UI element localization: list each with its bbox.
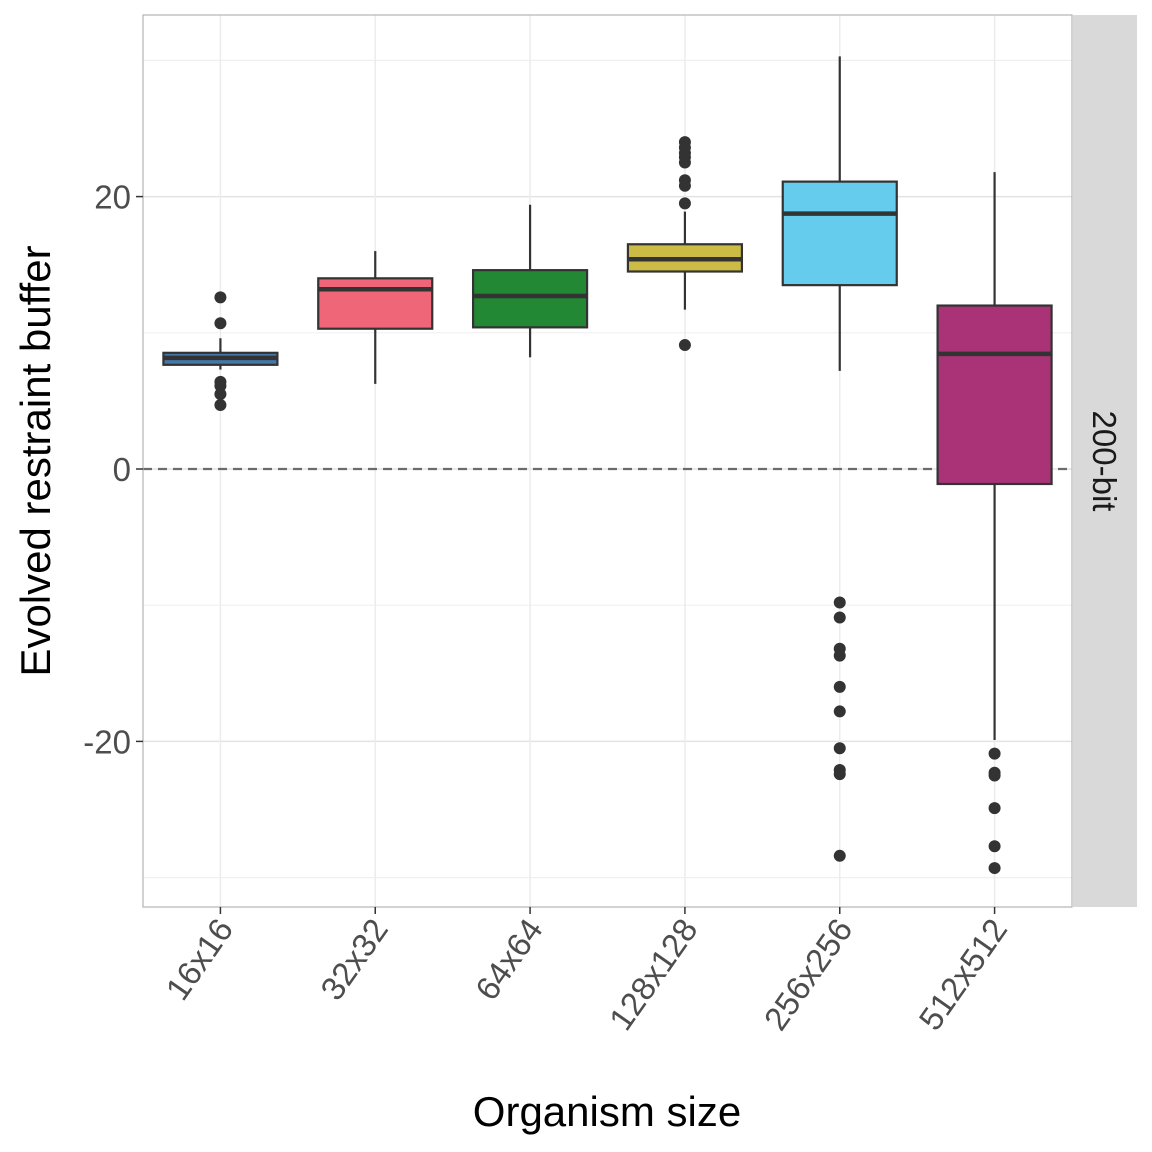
box-16x16	[162, 291, 279, 411]
y-tick-label: 0	[113, 451, 131, 488]
outlier-point	[678, 179, 691, 192]
x-tick-label: 128x128	[602, 912, 705, 1037]
outlier-point	[214, 398, 227, 411]
outlier-point	[678, 156, 691, 169]
x-tick-label: 16x16	[158, 912, 240, 1007]
outlier-point	[833, 705, 846, 718]
x-tick-label: 512x512	[911, 912, 1014, 1037]
box-32x32	[317, 251, 434, 384]
outlier-point	[833, 611, 846, 624]
outlier-point	[988, 862, 1001, 875]
box-iqr	[936, 304, 1053, 486]
outlier-point	[678, 339, 691, 352]
x-tick-label: 32x32	[313, 912, 395, 1007]
outlier-point	[988, 747, 1001, 760]
box-128x128	[626, 136, 744, 352]
outlier-point	[833, 680, 846, 693]
facet-strip	[1073, 15, 1137, 907]
y-tick-label: 20	[94, 179, 131, 216]
box-iqr	[781, 180, 898, 287]
y-axis-title: Evolved restraint buffer	[12, 245, 59, 676]
box-64x64	[471, 204, 589, 358]
y-tick-label: -20	[83, 723, 131, 760]
facet-label: 200-bit	[1086, 411, 1123, 512]
outlier-point	[678, 197, 691, 210]
x-tick-label: 256x256	[757, 912, 860, 1037]
outlier-point	[214, 388, 227, 401]
outlier-point	[833, 849, 846, 862]
box-256x256	[781, 56, 898, 862]
x-axis: 16x16 32x32 64x64 128x128 256x256 512x512	[158, 907, 1014, 1037]
box-iqr	[471, 269, 589, 329]
outlier-point	[214, 291, 227, 304]
outlier-point	[833, 596, 846, 609]
box-512x512	[936, 172, 1053, 875]
outlier-point	[988, 769, 1001, 782]
y-axis: -20 0 20	[83, 179, 143, 760]
boxes	[162, 56, 1053, 875]
panel-border	[142, 14, 1073, 908]
plot-panel	[143, 15, 1072, 907]
outlier-point	[833, 649, 846, 662]
outlier-point	[833, 742, 846, 755]
outlier-point	[988, 840, 1001, 853]
outlier-point	[833, 768, 846, 781]
x-axis-title: Organism size	[473, 1088, 741, 1135]
outlier-point	[214, 317, 227, 330]
x-tick-label: 64x64	[468, 912, 550, 1007]
box-iqr	[317, 277, 434, 330]
outlier-point	[988, 802, 1001, 815]
